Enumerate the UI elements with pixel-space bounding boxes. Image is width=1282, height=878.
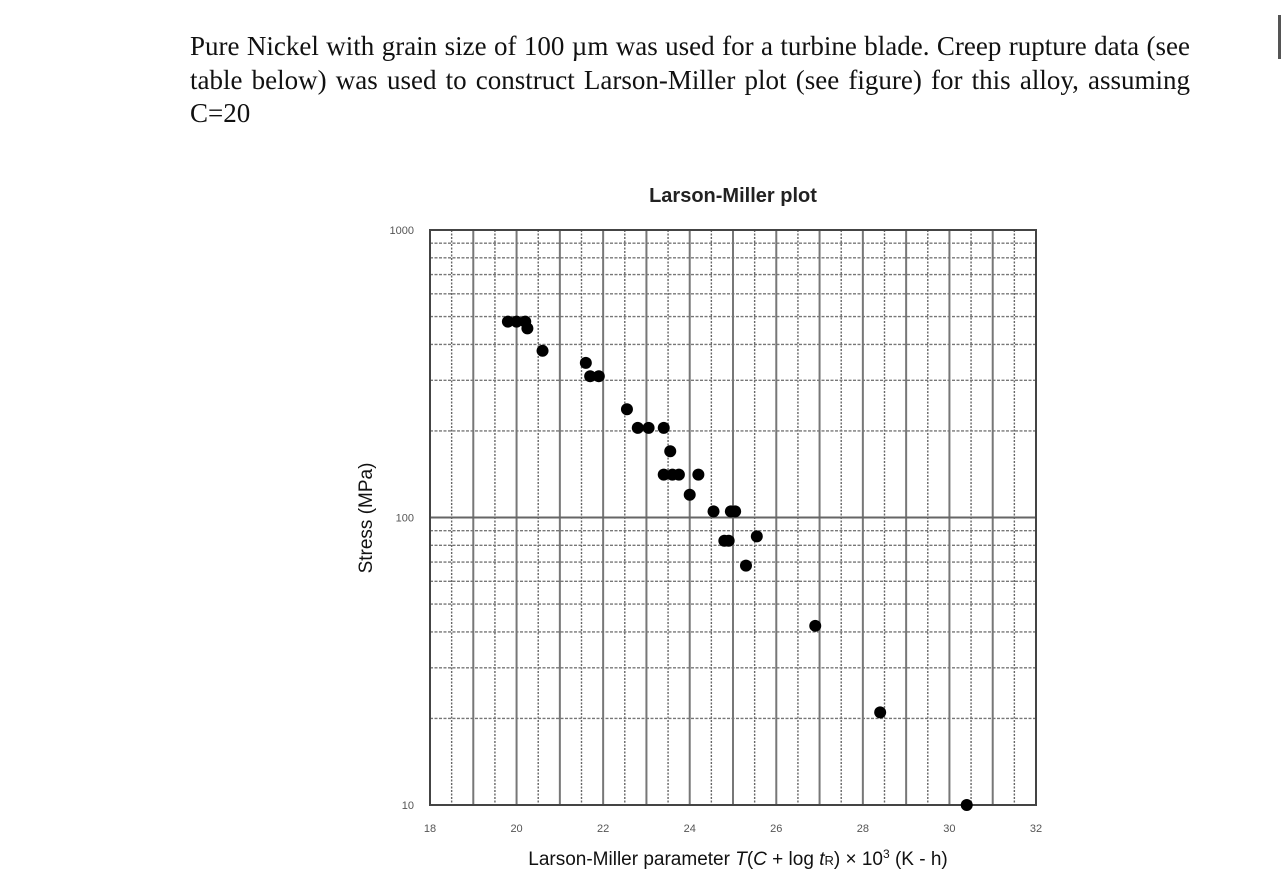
chart-title: Larson-Miller plot xyxy=(649,185,817,207)
x-tick-label: 20 xyxy=(510,823,522,835)
x-axis-label: Larson-Miller parameter T(C + log tR) × … xyxy=(528,847,947,870)
data-point xyxy=(592,370,605,383)
data-point xyxy=(579,356,592,369)
data-point xyxy=(722,534,735,547)
x-tick-label: 18 xyxy=(424,823,436,835)
data-point xyxy=(642,421,655,434)
data-point xyxy=(729,505,742,518)
plot-frame xyxy=(429,229,1037,806)
data-point xyxy=(657,421,670,434)
data-point xyxy=(672,468,685,481)
data-point xyxy=(620,403,633,416)
x-tick-label: 26 xyxy=(770,823,782,835)
data-points xyxy=(501,315,973,811)
x-label-part: Larson-Miller parameter xyxy=(528,849,735,870)
x-tick-label: 30 xyxy=(943,823,955,835)
x-tick-label: 22 xyxy=(597,823,609,835)
data-point xyxy=(707,505,720,518)
data-point xyxy=(960,799,973,811)
data-point xyxy=(657,468,670,481)
data-point xyxy=(521,322,534,335)
y-tick-labels: 10 100 1000 xyxy=(390,225,414,812)
chart-grid xyxy=(430,230,1036,805)
data-point xyxy=(510,315,523,328)
data-point xyxy=(683,488,696,501)
data-point xyxy=(536,344,549,357)
x-tick-label: 32 xyxy=(1030,823,1042,835)
y-tick-label: 100 xyxy=(396,513,414,525)
x-tick-label: 24 xyxy=(684,823,696,835)
data-point xyxy=(692,468,705,481)
data-point xyxy=(809,619,822,632)
x-tick-label: 28 xyxy=(857,823,869,835)
y-tick-label: 1000 xyxy=(390,225,414,237)
data-point xyxy=(874,706,887,719)
scrollbar-edge xyxy=(1278,15,1281,59)
problem-statement: Pure Nickel with grain size of 100 µm wa… xyxy=(190,31,1190,128)
y-axis-label: Stress (MPa) xyxy=(356,463,377,574)
data-point xyxy=(584,370,597,383)
data-point xyxy=(664,445,677,458)
data-point xyxy=(631,421,644,434)
data-point xyxy=(501,315,514,328)
data-point xyxy=(750,530,763,543)
data-point xyxy=(739,559,752,572)
x-tick-labels: 18 20 22 24 26 28 30 32 xyxy=(424,823,1042,835)
y-tick-label: 10 xyxy=(402,800,414,812)
